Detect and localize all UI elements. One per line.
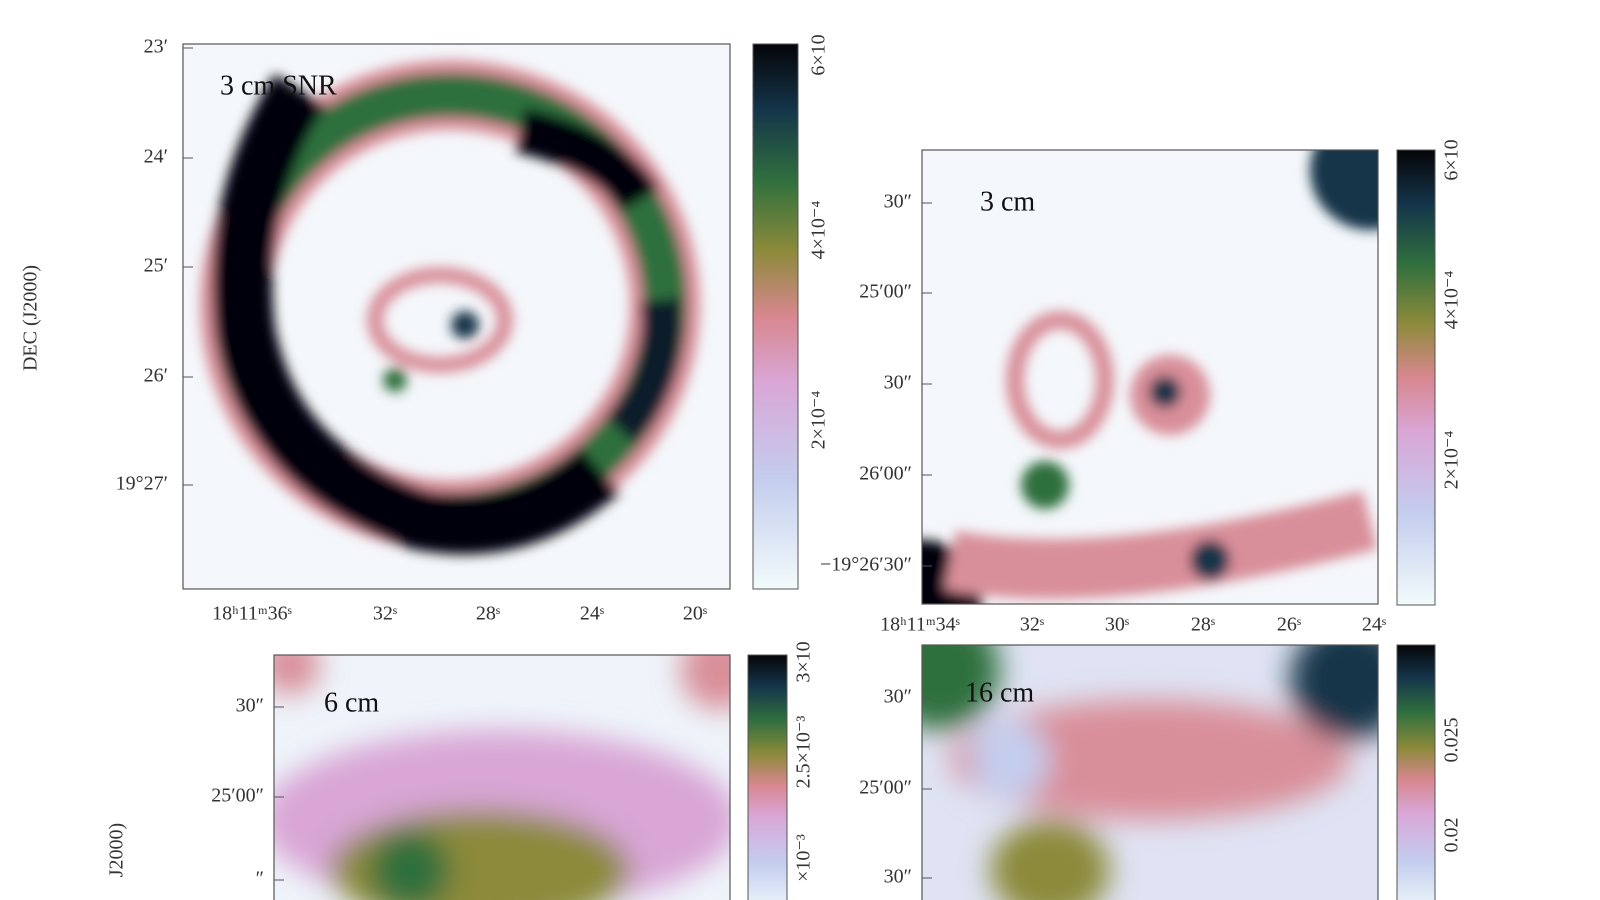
y-tick-label: ″ [256, 868, 264, 890]
colorbar-tick-label: 6×10 [1441, 139, 1463, 180]
colorbar-tick-label: 0.025 [1441, 718, 1463, 763]
colorbar-tick-label: 0.02 [1441, 818, 1463, 853]
y-tick-label: 24′ [144, 146, 168, 168]
image-6cm [274, 655, 730, 900]
y-tick-label: 26′ [144, 365, 168, 387]
x-tick-label: 30ˢ [1105, 614, 1129, 636]
colorbar-tick-label: 2×10⁻⁴ [1441, 431, 1463, 490]
colorbar [747, 654, 788, 900]
y-axis-label: DEC (J2000) [20, 265, 42, 371]
image-3cm-snr [183, 44, 730, 589]
y-tick-label: 30″ [884, 686, 912, 708]
colorbar [1396, 644, 1436, 900]
colorbar-tick-label: ×10⁻³ [793, 834, 815, 882]
x-tick-label: 18ʰ11ᵐ36ˢ [212, 603, 292, 625]
x-tick-label: 32ˢ [1020, 614, 1044, 636]
colorbar-tick-label: 2×10⁻⁴ [808, 391, 830, 450]
y-tick-label: 19°27′ [116, 473, 168, 495]
x-tick-label: 28ˢ [1191, 614, 1215, 636]
y-tick-label: 23′ [144, 36, 168, 58]
panel-label: 3 cm SNR [220, 70, 337, 101]
y-tick-label: 30″ [884, 866, 912, 888]
y-tick-label: 25′00″ [859, 777, 912, 799]
colorbar-tick-label: 3×10 [793, 641, 815, 682]
y-tick-label: 30″ [884, 191, 912, 213]
y-tick-label: 30″ [236, 695, 264, 717]
y-tick-label: 25′00″ [211, 785, 264, 807]
x-tick-label: 18ʰ11ᵐ34ˢ [880, 614, 960, 636]
panel-label: 16 cm [965, 677, 1034, 708]
x-tick-label: 28ˢ [476, 603, 500, 625]
frame [273, 654, 731, 900]
image-16cm [922, 645, 1378, 900]
y-tick-label: −19°26′30″ [820, 554, 912, 576]
colorbar-tick-label: 4×10⁻⁴ [1441, 271, 1463, 330]
image-3cm [922, 150, 1378, 604]
colorbar-tick-label: 6×10 [808, 34, 830, 75]
x-tick-label: 20ˢ [683, 603, 707, 625]
x-tick-label: 24ˢ [1362, 614, 1386, 636]
x-tick-label: 24ˢ [580, 603, 604, 625]
x-tick-label: 26ˢ [1277, 614, 1301, 636]
frame [182, 43, 731, 590]
panel-label: 3 cm [980, 186, 1035, 217]
y-tick-label: 26′00″ [859, 463, 912, 485]
y-tick-label: 25′00″ [859, 281, 912, 303]
colorbar-tick-label: 4×10⁻⁴ [808, 201, 830, 260]
colorbar [752, 43, 799, 590]
colorbar-tick-label: 2.5×10⁻³ [793, 716, 815, 789]
panel-label: 6 cm [324, 687, 379, 718]
frame [921, 149, 1379, 605]
x-tick-label: 32ˢ [373, 603, 397, 625]
colorbar [1396, 149, 1436, 606]
y-tick-label: 30″ [884, 372, 912, 394]
frame [921, 644, 1379, 900]
y-tick-label: 25′ [144, 255, 168, 277]
y-axis-label: J2000) [106, 823, 128, 877]
